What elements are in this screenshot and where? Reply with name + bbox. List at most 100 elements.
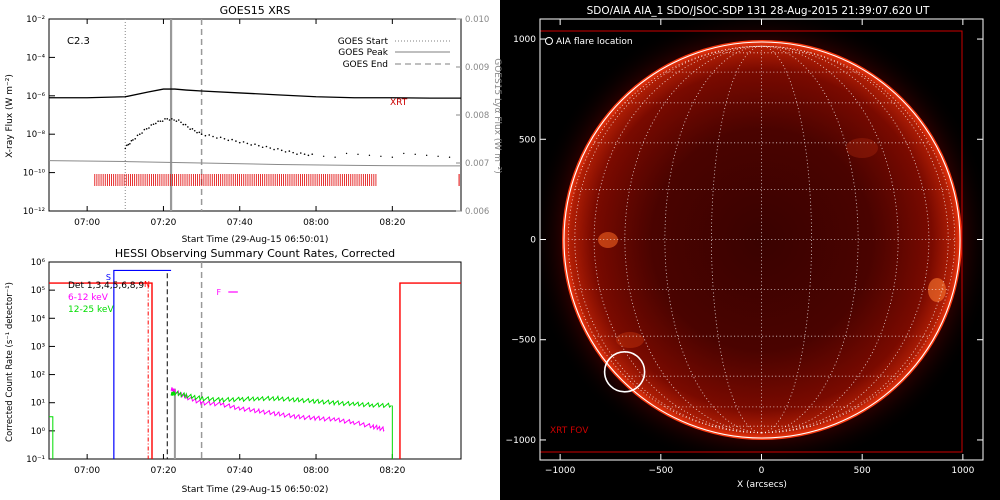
- goes-short-channel-point: [242, 141, 245, 143]
- goes-short-channel-point: [437, 155, 439, 157]
- goes-y2-tick-label: 0.008: [465, 111, 489, 121]
- hessi-x-tick-label: 07:00: [74, 466, 100, 476]
- goes-short-channel-point: [164, 118, 166, 120]
- goes-x-tick-label: 08:00: [303, 218, 329, 228]
- goes-x-axis-label: Start Time (29-Aug-15 06:50:01): [182, 235, 329, 245]
- goes-short-channel-point: [166, 118, 169, 120]
- goes-short-channel-point: [168, 119, 171, 121]
- aia-x-tick-label: −1000: [545, 466, 576, 476]
- goes-short-channel-point: [380, 155, 382, 157]
- goes-short-channel-point: [136, 134, 139, 137]
- goes-short-channel-point: [155, 122, 157, 125]
- goes-lyman-alpha-line: [49, 160, 461, 167]
- goes-short-channel-point: [307, 154, 310, 157]
- hessi-y-tick-label: 10¹: [31, 399, 45, 409]
- goes-short-channel-point: [126, 144, 128, 147]
- goes-short-channel-point: [296, 153, 298, 155]
- hessi-x-tick-label: 07:20: [150, 466, 176, 476]
- goes-short-channel-point: [288, 150, 291, 152]
- goes-short-channel-point: [322, 155, 325, 157]
- goes-short-channel-point: [148, 127, 150, 129]
- goes-short-channel-point: [138, 133, 141, 135]
- aia-y-tick-label: 0: [530, 236, 536, 246]
- goes-y2-tick-label: 0.007: [465, 159, 489, 169]
- hessi-y-tick-label: 10⁰: [31, 427, 46, 437]
- hessi-y-tick-label: 10⁴: [31, 314, 46, 324]
- goes-short-channel-point: [299, 152, 302, 154]
- goes-short-channel-point: [238, 141, 241, 144]
- goes-short-channel-point: [334, 156, 336, 158]
- goes-short-channel-point: [198, 131, 201, 134]
- sun-grid-longitude: [761, 45, 812, 434]
- goes-y2-tick-label: 0.010: [465, 15, 489, 25]
- aia-y-tick-label: 1000: [513, 35, 536, 45]
- goes-short-channel-point: [223, 138, 226, 140]
- goes-legend-peak: GOES Peak: [338, 48, 388, 58]
- solar-disk: [562, 40, 962, 440]
- goes-short-channel-point: [129, 143, 131, 145]
- goes-y-tick-label: 10⁻⁴: [26, 53, 45, 63]
- goes-short-channel-point: [235, 140, 237, 142]
- hessi-x-axis-label: Start Time (29-Aug-15 06:50:02): [182, 485, 329, 495]
- hessi-x-tick-label: 07:40: [227, 466, 253, 476]
- aia-x-tick-label: 500: [854, 466, 871, 476]
- goes-short-channel-point: [265, 145, 268, 148]
- goes-short-channel-point: [357, 153, 359, 156]
- goes-short-channel-point: [311, 153, 314, 155]
- hessi-x-tick-label: 08:20: [379, 466, 405, 476]
- goes-short-channel-point: [132, 139, 134, 141]
- hessi-saa-line: [113, 269, 172, 459]
- goes-short-channel-point: [177, 119, 180, 121]
- goes-short-channel-point: [284, 151, 287, 153]
- sun-grid-longitude: [593, 45, 762, 434]
- aia-legend-label: AIA flare location: [556, 37, 633, 47]
- hessi-y-axis-label: Corrected Count Rate (s⁻¹ detector⁻¹): [5, 282, 15, 442]
- goes-short-channel-point: [227, 139, 230, 142]
- sun-grid-longitude: [711, 45, 762, 434]
- goes-short-channel-point: [124, 147, 127, 150]
- goes-short-channel-point: [208, 134, 211, 136]
- goes-y-axis-label: X-ray Flux (W m⁻²): [5, 74, 15, 158]
- goes-short-channel-point: [280, 149, 283, 152]
- hessi-y-tick-label: 10⁻¹: [26, 455, 45, 465]
- goes-short-channel-point: [216, 137, 218, 139]
- goes-short-channel-point: [212, 135, 214, 138]
- goes-x-tick-label: 08:20: [379, 218, 405, 228]
- solar-limb-outline: [563, 41, 961, 439]
- hessi-y-tick-label: 10⁶: [31, 258, 46, 268]
- goes-short-channel-point: [175, 120, 178, 122]
- hessi-legend-12-25kev: 12-25 keV: [68, 305, 114, 315]
- goes-short-channel-point: [204, 134, 207, 137]
- goes-short-channel-point: [403, 152, 405, 155]
- goes-short-channel-point: [219, 136, 222, 139]
- goes-short-channel-point: [193, 129, 196, 132]
- goes-x-tick-label: 07:40: [227, 218, 253, 228]
- goes-y-tick-label: 10⁻²: [26, 15, 45, 25]
- goes-short-channel-point: [189, 128, 191, 131]
- hessi-red-level-line: [49, 282, 153, 459]
- goes-short-channel-point: [277, 147, 279, 150]
- goes-legend-end: GOES End: [343, 60, 388, 70]
- sun-grid-longitude: [574, 45, 762, 434]
- bright-region-east-limb: [598, 232, 618, 248]
- goes-long-channel-line: [49, 88, 461, 99]
- hessi-y-tick-label: 10⁵: [31, 286, 45, 296]
- goes-short-channel-point: [254, 143, 256, 145]
- goes-short-channel-point: [269, 147, 272, 149]
- aia-x-tick-label: 1000: [951, 466, 974, 476]
- hessi-flag-f: F: [216, 288, 221, 297]
- goes-short-channel-point: [414, 153, 416, 156]
- aia-y-tick-label: −1000: [506, 436, 537, 446]
- goes-y2-axis-label: GOES15 Lyα Flux (W m⁻²): [492, 58, 502, 174]
- goes-y-tick-label: 10⁻¹²: [23, 207, 45, 217]
- xrt-fov-label: XRT FOV: [550, 426, 589, 436]
- goes-x-tick-label: 07:20: [150, 218, 176, 228]
- goes-short-channel-point: [145, 128, 148, 130]
- goes-short-channel-point: [171, 118, 173, 120]
- sun-grid-longitude: [761, 45, 949, 434]
- goes-short-channel-point: [173, 119, 175, 121]
- goes-short-channel-point: [152, 123, 155, 126]
- goes-xrt-label: XRT: [390, 98, 408, 108]
- goes-short-channel-point: [182, 123, 185, 126]
